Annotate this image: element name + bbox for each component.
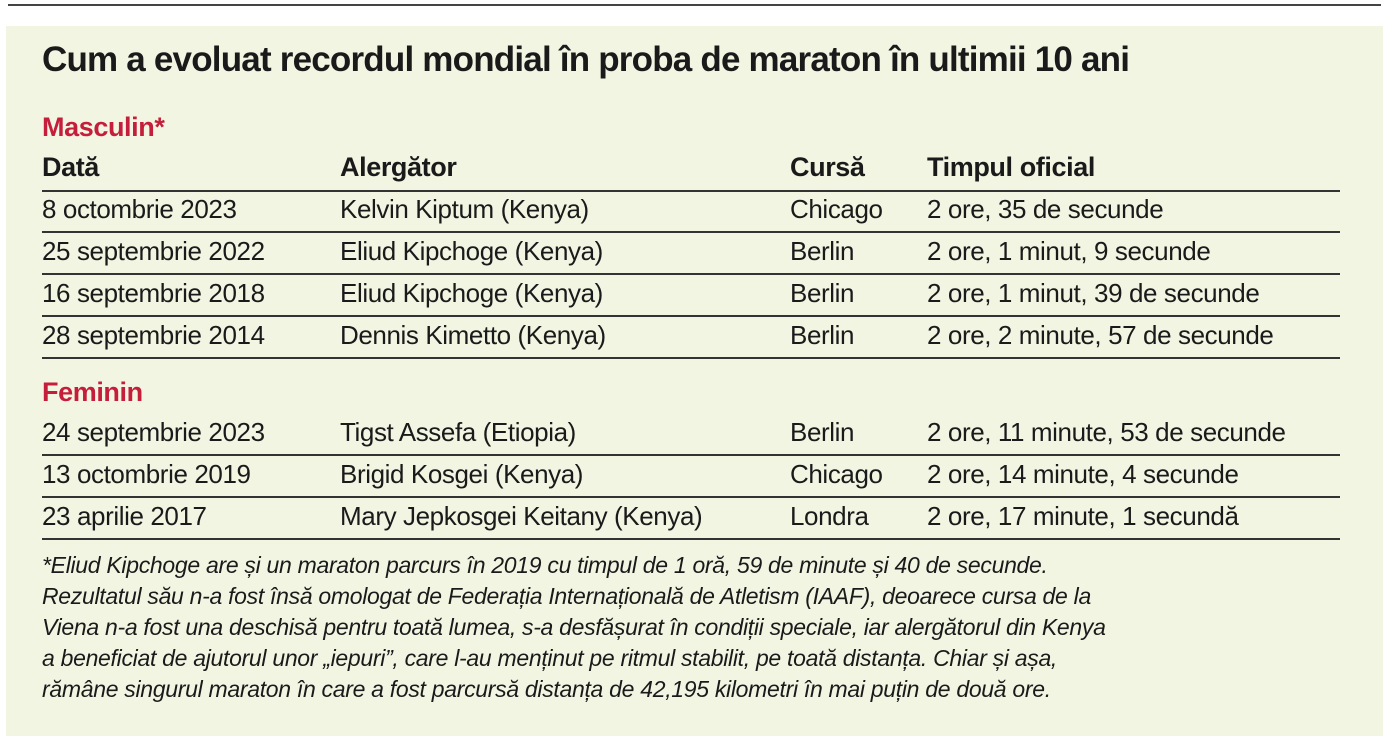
cell: 28 septembrie 2014 <box>42 320 265 350</box>
column-header: Cursă <box>790 152 865 182</box>
cell: Eliud Kipchoge (Kenya) <box>340 278 603 308</box>
footnote-line: *Eliud Kipchoge are și un maraton parcur… <box>42 552 1048 578</box>
cell: Berlin <box>790 417 855 447</box>
row-rule <box>42 454 1340 456</box>
cell: 25 septembrie 2022 <box>42 236 265 266</box>
row-rule <box>42 496 1340 498</box>
footnote-line: a beneficiat de ajutorul unor „iepuri”, … <box>42 645 1058 671</box>
cell: 2 ore, 17 minute, 1 secundă <box>927 501 1239 531</box>
cell: 2 ore, 35 de secunde <box>927 194 1164 224</box>
cell: Mary Jepkosgei Keitany (Kenya) <box>340 501 703 531</box>
cell: 8 octombrie 2023 <box>42 194 237 224</box>
cell: Dennis Kimetto (Kenya) <box>340 320 606 350</box>
row-rule <box>42 231 1340 233</box>
cell: Berlin <box>790 320 855 350</box>
row-rule <box>42 273 1340 275</box>
cell: Kelvin Kiptum (Kenya) <box>340 194 589 224</box>
column-header: Alergător <box>340 152 457 182</box>
section-title: Feminin <box>42 377 143 407</box>
panel <box>6 26 1383 736</box>
row-rule <box>42 190 1340 192</box>
row-rule <box>42 315 1340 317</box>
row-rule <box>42 538 1340 540</box>
footnote-line: Viena n-a fost una deschisă pentru toată… <box>42 614 1106 640</box>
cell: 23 aprilie 2017 <box>42 501 207 531</box>
cell: 2 ore, 14 minute, 4 secunde <box>927 459 1239 489</box>
section-title: Masculin* <box>42 112 165 142</box>
column-header: Timpul oficial <box>927 152 1095 182</box>
row-rule <box>42 357 1340 359</box>
cell: 2 ore, 2 minute, 57 de secunde <box>927 320 1274 350</box>
cell: Londra <box>790 501 869 531</box>
cell: Chicago <box>790 459 883 489</box>
cell: Eliud Kipchoge (Kenya) <box>340 236 603 266</box>
cell: 2 ore, 1 minut, 9 secunde <box>927 236 1211 266</box>
cell: 16 septembrie 2018 <box>42 278 265 308</box>
cell: Chicago <box>790 194 883 224</box>
column-header: Dată <box>42 152 99 182</box>
cell: 2 ore, 11 minute, 53 de secunde <box>927 417 1286 447</box>
cell: 2 ore, 1 minut, 39 de secunde <box>927 278 1260 308</box>
footnote-line: Rezultatul său n-a fost însă omologat de… <box>42 583 1091 609</box>
title: Cum a evoluat recordul mondial în proba … <box>42 40 1130 79</box>
cell: 24 septembrie 2023 <box>42 417 265 447</box>
footnote-line: rămâne singurul maraton în care a fost p… <box>42 676 1051 702</box>
top-rule <box>8 4 1381 6</box>
cell: Tigst Assefa (Etiopia) <box>340 417 576 447</box>
cell: 13 octombrie 2019 <box>42 459 251 489</box>
cell: Berlin <box>790 236 855 266</box>
cell: Brigid Kosgei (Kenya) <box>340 459 584 489</box>
cell: Berlin <box>790 278 855 308</box>
